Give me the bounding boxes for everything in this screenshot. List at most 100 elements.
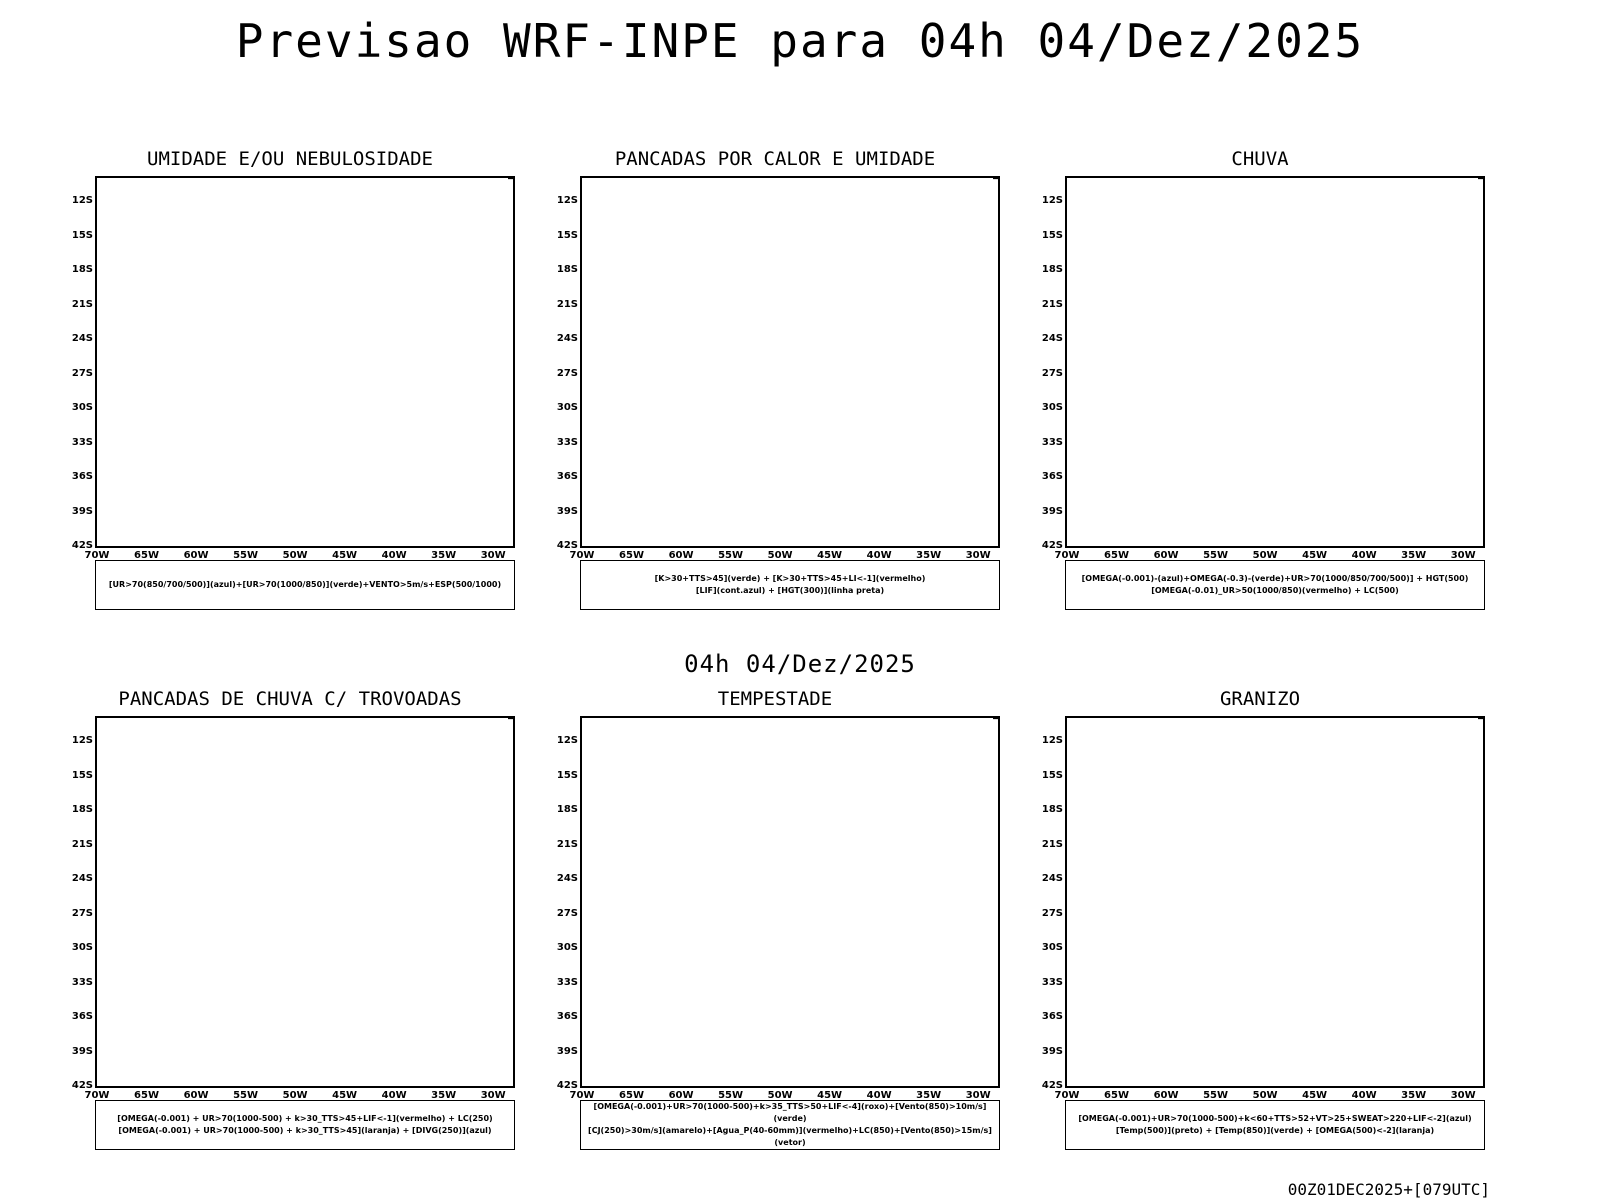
longitude-tick-label: 65W xyxy=(134,550,159,561)
latitude-tick-label: 36S xyxy=(71,1011,93,1022)
map-boundaries xyxy=(508,718,513,720)
longitude-tick-label: 45W xyxy=(1302,1090,1328,1101)
longitude-tick-label: 50W xyxy=(282,550,308,561)
latitude-tick-label: 12S xyxy=(71,195,93,206)
panel-title: TEMPESTADE xyxy=(717,688,833,710)
panel-legend: [OMEGA(-0.001)-(azul)+OMEGA(-0.3)-(verde… xyxy=(1065,560,1485,610)
longitude-tick-label: 40W xyxy=(381,1090,407,1101)
panel-legend: [OMEGA(-0.001)+UR>70(1000-500)+k<60+TTS>… xyxy=(1065,1100,1485,1150)
panel-granizo: GRANIZO 12S 15S 18S 21S 24S 27S 30S 33S 36S 39S 42S… xyxy=(1025,688,1495,1168)
page-title: Previsao WRF-INPE para 04h 04/Dez/2025 xyxy=(235,14,1365,68)
panel-umidade-nebulosidade: UMIDADE E/OU NEBULOSIDADE 12S 15S 18S 21S 24S… xyxy=(55,148,525,628)
longitude-tick-label: 30W xyxy=(1450,1090,1476,1101)
latitude-tick-label: 21S xyxy=(1041,838,1063,850)
latitude-tick-label: 30S xyxy=(556,402,578,413)
west-coastline xyxy=(993,178,998,180)
latitude-tick-label: 15S xyxy=(556,229,578,241)
latitude-tick-label: 27S xyxy=(71,367,93,379)
latitude-tick-label: 36S xyxy=(71,471,93,482)
latitude-tick-label: 36S xyxy=(1041,471,1063,482)
latitude-tick-label: 12S xyxy=(556,195,578,206)
legend-line: [OMEGA(-0.001)+UR>70(1000-500)+k<60+TTS>… xyxy=(1078,1114,1472,1123)
longitude-tick-label: 60W xyxy=(668,550,694,561)
latitude-tick-label: 18S xyxy=(556,804,578,815)
panel-chuva: CHUVA 12S 15S 18S 21S 24S 27S 30S 33S 36S 39S 42S 70… xyxy=(1025,148,1495,628)
longitude-tick-label: 40W xyxy=(866,1090,892,1101)
latitude-tick-label: 33S xyxy=(556,976,578,988)
latitude-tick-label: 15S xyxy=(1041,769,1063,781)
longitude-tick-label: 65W xyxy=(619,1090,644,1101)
map-canvas: 582579576573570567564579576573567564 xyxy=(1478,178,1483,180)
latitude-tick-label: 42S xyxy=(71,1080,93,1091)
forecast-map: 1012100810081008100810121016101210121012… xyxy=(95,176,515,548)
forecast-map: 9600960096009520952094409360952094409360… xyxy=(580,176,1000,548)
map-canvas xyxy=(993,718,998,720)
forecast-map xyxy=(95,716,515,1088)
latitude-tick-label: 27S xyxy=(1041,907,1063,919)
map-boundaries xyxy=(508,178,513,180)
latitude-tick-label: 15S xyxy=(71,229,93,241)
latitude-tick-label: 15S xyxy=(71,769,93,781)
longitude-tick-label: 35W xyxy=(916,1090,942,1101)
latitude-tick-label: 30S xyxy=(1041,942,1063,953)
map-canvas xyxy=(508,718,513,720)
longitude-tick-label: 70W xyxy=(1054,1090,1080,1101)
latitude-tick-label: 21S xyxy=(71,298,93,310)
legend-line: [LIF](cont.azul) + [HGT(300)](linha pret… xyxy=(695,586,885,595)
latitude-tick-label: 24S xyxy=(71,333,93,344)
latitude-tick-label: 42S xyxy=(71,540,93,551)
longitude-tick-label: 45W xyxy=(332,1090,358,1101)
panel-pancadas-calor-umidade: PANCADAS POR CALOR E UMIDADE 12S 15S 18S 21S… xyxy=(540,148,1010,628)
map-canvas: 9600960096009520952094409360952094409360… xyxy=(993,178,998,180)
latitude-tick-label: 30S xyxy=(556,942,578,953)
latitude-tick-label: 30S xyxy=(1041,402,1063,413)
latitude-tick-label: 18S xyxy=(556,264,578,275)
longitude-tick-label: 35W xyxy=(431,1090,457,1101)
longitude-tick-label: 60W xyxy=(1153,550,1179,561)
longitude-tick-label: 45W xyxy=(1302,550,1328,561)
longitude-tick-label: 40W xyxy=(1351,550,1377,561)
latitude-tick-label: 18S xyxy=(71,804,93,815)
latitude-tick-label: 42S xyxy=(1041,540,1063,551)
longitude-tick-label: 70W xyxy=(84,1090,110,1101)
latitude-tick-label: 33S xyxy=(556,436,578,448)
longitude-tick-label: 40W xyxy=(381,550,407,561)
longitude-tick-label: 50W xyxy=(767,1090,793,1101)
longitude-tick-label: 50W xyxy=(282,1090,308,1101)
map-boundaries xyxy=(993,178,998,180)
longitude-tick-label: 65W xyxy=(619,550,644,561)
latitude-tick-label: 39S xyxy=(71,1045,93,1057)
panel-title: UMIDADE E/OU NEBULOSIDADE xyxy=(147,148,433,170)
longitude-tick-label: 35W xyxy=(1401,550,1427,561)
latitude-tick-label: 42S xyxy=(1041,1080,1063,1091)
latitude-tick-label: 33S xyxy=(1041,976,1063,988)
west-coastline xyxy=(508,718,513,720)
latitude-tick-label: 18S xyxy=(71,264,93,275)
latitude-tick-label: 21S xyxy=(1041,298,1063,310)
latitude-tick-label: 24S xyxy=(71,873,93,884)
latitude-tick-label: 24S xyxy=(556,333,578,344)
longitude-tick-label: 30W xyxy=(480,1090,506,1101)
longitude-tick-label: 35W xyxy=(916,550,942,561)
map-canvas: 1012100810081008100810121016101210121012… xyxy=(508,178,513,180)
panel-pancadas-trovoadas: PANCADAS DE CHUVA C/ TROVOADAS 12S 15S 18S 2… xyxy=(55,688,525,1168)
longitude-tick-label: 50W xyxy=(767,550,793,561)
legend-line: [OMEGA(-0.01)_UR>50(1000/850)(vermelho) … xyxy=(1151,586,1399,595)
latitude-tick-label: 39S xyxy=(71,505,93,517)
latitude-tick-label: 12S xyxy=(556,735,578,746)
latitude-tick-label: 36S xyxy=(556,1011,578,1022)
legend-line: [Temp(500)](preto) + [Temp(850)](verde) … xyxy=(1115,1126,1435,1135)
legend-line: [OMEGA(-0.001) + UR>70(1000-500) + k>30_… xyxy=(117,1114,493,1123)
longitude-tick-label: 30W xyxy=(480,550,506,561)
panel-title: GRANIZO xyxy=(1219,688,1301,710)
latitude-tick-label: 18S xyxy=(1041,264,1063,275)
latitude-tick-label: 42S xyxy=(556,540,578,551)
longitude-tick-label: 65W xyxy=(134,1090,159,1101)
longitude-tick-label: 30W xyxy=(965,1090,991,1101)
legend-line: [CJ(250)>30m/s](amarelo)+[Agua_P(40-60mm… xyxy=(588,1126,992,1147)
west-coastline xyxy=(508,178,513,180)
latitude-tick-label: 36S xyxy=(556,471,578,482)
forecast-time-subtitle: 04h 04/Dez/2025 xyxy=(684,650,916,678)
latitude-tick-label: 18S xyxy=(1041,804,1063,815)
latitude-tick-label: 42S xyxy=(556,1080,578,1091)
